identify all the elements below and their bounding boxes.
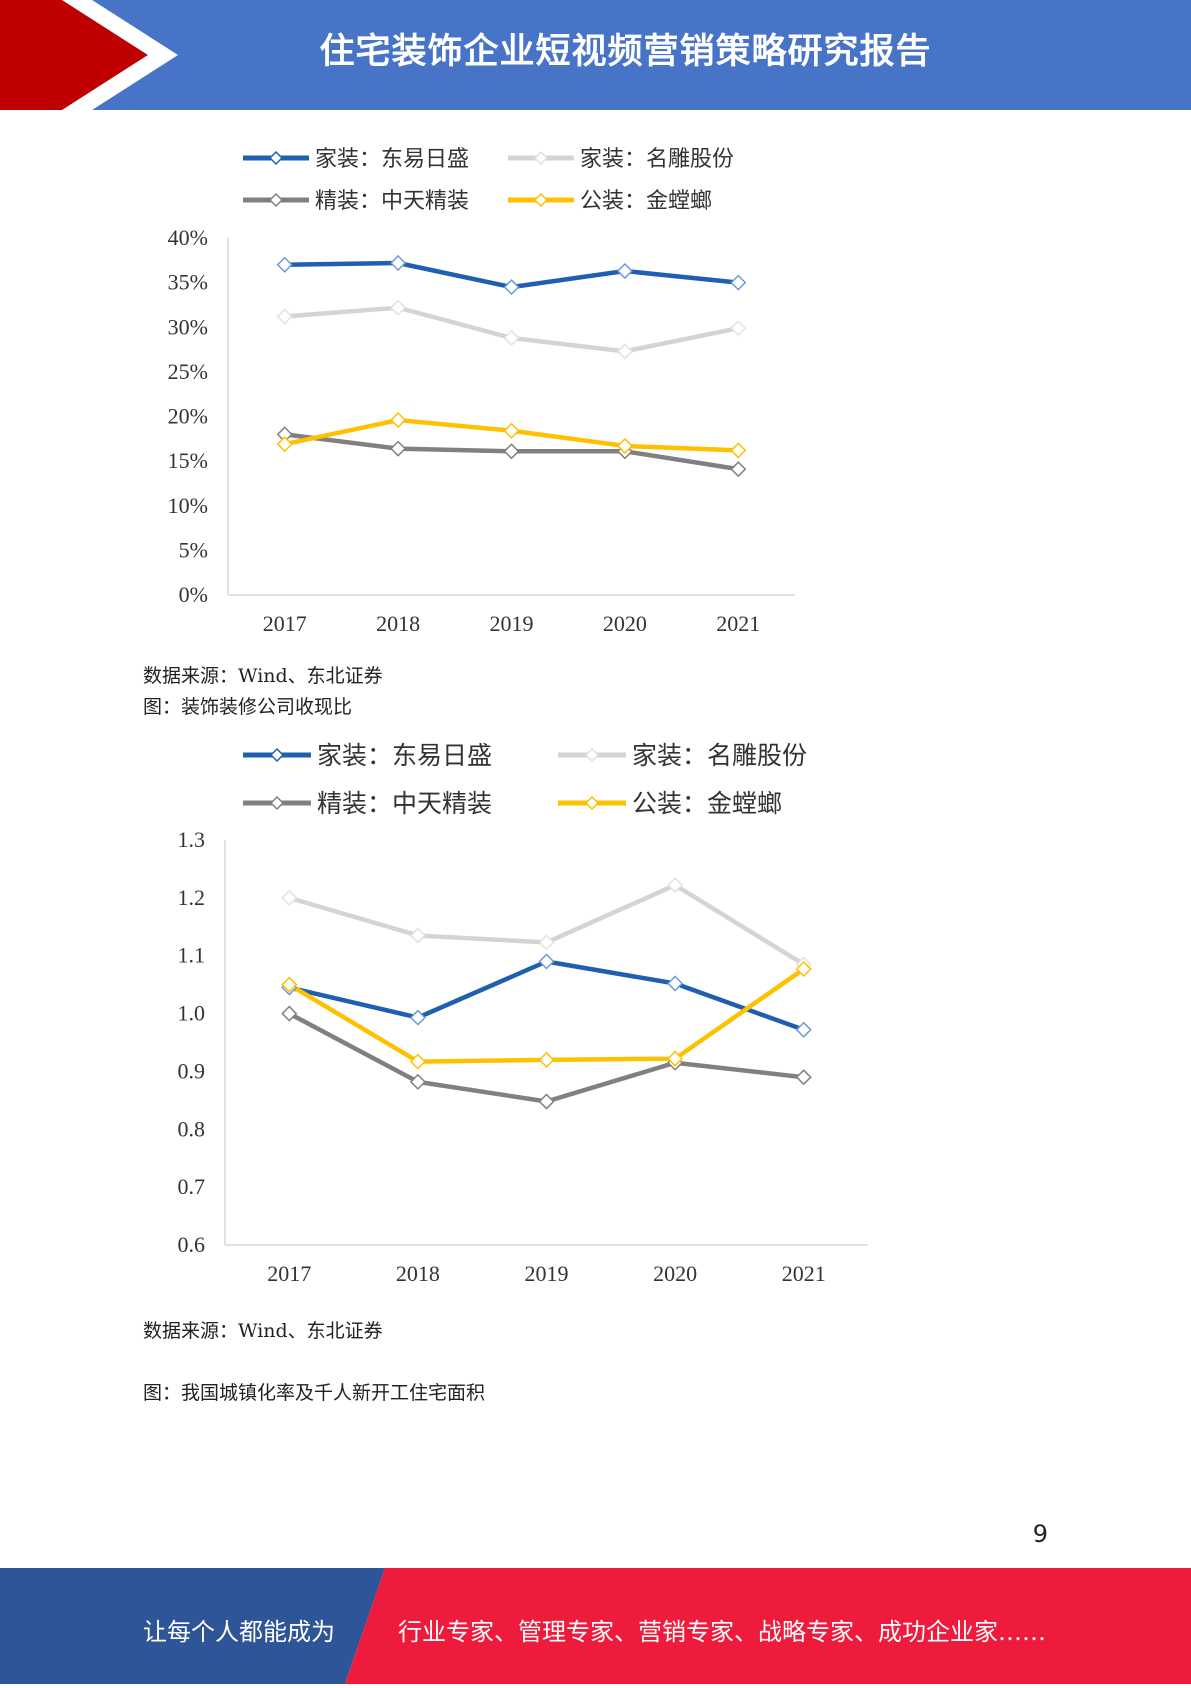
chart-1-source: 数据来源：Wind、东北证券 [143, 665, 383, 687]
chart-1-y-tick-label: 30% [168, 314, 208, 339]
footer-background [0, 1568, 1191, 1684]
chart-2-legend-label-1: 家装：东易日盛 [317, 741, 492, 770]
chart-1-series-4-point [503, 422, 520, 439]
chart-2-series-line-4 [288, 967, 805, 1064]
chart-2-x-tick-label: 2017 [267, 1261, 311, 1286]
chart-1-y-tick-label: 40% [168, 225, 208, 250]
chart-2-legend-label-4: 公装：金螳螂 [632, 789, 782, 818]
chart-2-series-1-point [409, 1009, 426, 1026]
page-number: 9 [1032, 1520, 1048, 1548]
chart-1-y-tick-label: 5% [179, 537, 208, 562]
chart-1-y-tick-label: 15% [168, 448, 208, 473]
chart-2-series-3-point [281, 1005, 298, 1022]
chart-2-series-4-point [667, 1050, 684, 1067]
chart-1: 家装：东易日盛 家装：名雕股份精装：中天精装 公装：金螳螂 40% 35% 30% 25% 2… [0, 130, 1191, 650]
chart-2-title: 图：装饰装修公司收现比 [143, 696, 353, 718]
chart-2-series-3-point [538, 1093, 555, 1110]
chart-2-legend-item-1: 家装：东易日盛 [243, 741, 492, 770]
chart-2-y-tick-label: 1.3 [178, 827, 206, 852]
chart-1-series-1-point [730, 274, 747, 291]
chart-1-y-tick-label: 25% [168, 359, 208, 384]
chart-1-x-tick-label: 2020 [603, 611, 647, 636]
chart-2-legend-label-2: 家装：名雕股份 [632, 741, 807, 770]
chart-1-series-1-point [616, 262, 633, 280]
chart-1-y-tick-label: 10% [168, 493, 208, 518]
chart-2-y-tick-label: 1.2 [178, 885, 206, 910]
chart-2-y-tick-label: 0.9 [178, 1058, 206, 1083]
chart-2-series-1-point [667, 975, 684, 992]
chart-1-series-3-point [730, 461, 747, 478]
chart-2-series-3-point [409, 1073, 426, 1090]
chart-1-legend-item-1: 家装：东易日盛 [243, 147, 469, 172]
chart-1-y-tick-label: 35% [168, 270, 208, 295]
chart-1-legend-label-1: 家装：东易日盛 [315, 147, 469, 172]
chart-1-x-tick-label: 2019 [490, 611, 534, 636]
chart-2-x-tick-label: 2018 [396, 1261, 440, 1286]
chart-2-y-tick-label: 0.7 [178, 1174, 206, 1199]
chart-2-series-4-point [795, 960, 812, 978]
chart-2-series-2-point [281, 889, 298, 906]
chart-1-series-2-point [730, 320, 747, 337]
next-figure-title: 图：我国城镇化率及千人新开工住宅面积 [143, 1382, 486, 1404]
chart-1-series-2-point [276, 308, 293, 325]
chart-2-series-3-point [795, 1069, 812, 1086]
chart-2-series-2-point [667, 877, 684, 894]
chart-2-series-1-point [795, 1021, 812, 1038]
chart-1-legend-label-4: 公装：金螳螂 [580, 189, 712, 214]
chart-2-series-4-point [409, 1053, 426, 1070]
chart-1-legend-label-2: 家装：名雕股份 [580, 147, 734, 172]
chart-2-x-tick-label: 2020 [653, 1261, 697, 1286]
footer-slogan-right: 行业专家、管理专家、营销专家、战略专家、成功企业家…… [398, 1618, 1046, 1646]
chart-2-y-tick-label: 1.1 [178, 943, 206, 968]
chart-2-y-tick-label: 0.8 [178, 1116, 206, 1141]
chart-1-x-tick-label: 2021 [716, 611, 760, 636]
chart-2-legend-label-3: 精装：中天精装 [317, 789, 492, 818]
chart-1-series-3-point [503, 443, 520, 460]
page-header: 住宅装饰企业短视频营销策略研究报告 [0, 0, 1191, 110]
chart-2-x-tick-label: 2019 [525, 1261, 569, 1286]
chart-1-x-tick-label: 2018 [376, 611, 420, 636]
chart-1-y-tick-label: 0% [179, 582, 208, 607]
page-footer [0, 1568, 1191, 1684]
header-arrow-decoration [0, 0, 178, 110]
chart-2-series-1-point [538, 953, 555, 970]
chart-1-legend-label-3: 精装：中天精装 [315, 189, 469, 214]
chart-1-x-tick-label: 2017 [263, 611, 307, 636]
chart-1-series-4-point [276, 436, 293, 453]
header-title: 住宅装饰企业短视频营销策略研究报告 [319, 32, 932, 72]
chart-1-series-1-point [503, 279, 520, 296]
chart-2-x-tick-label: 2021 [782, 1261, 826, 1286]
chart-2-series-line-1 [288, 959, 805, 1032]
footer-slogan-left: 让每个人都能成为 [143, 1618, 335, 1646]
chart-2-series-line-2 [288, 882, 805, 967]
chart-2-series-2-point [409, 927, 426, 944]
chart-2-series-4-point [281, 976, 298, 993]
chart-1-series-4-point [390, 412, 407, 429]
chart-2-legend-item-3: 精装：中天精装 [243, 789, 492, 818]
chart-1-series-3-point [390, 440, 407, 457]
chart-2-y-tick-label: 0.6 [178, 1232, 206, 1257]
chart-2: 家装：东易日盛 家装：名雕股份精装：中天精装 公装：金螳螂 1.3 1.2 1.1 1.0 0… [0, 725, 1191, 1305]
chart-1-legend-item-2: 家装：名雕股份 [508, 147, 734, 172]
chart-2-y-tick-label: 1.0 [178, 1001, 206, 1026]
chart-1-series-2-point [503, 329, 520, 347]
chart-1-series-1-point [390, 254, 407, 272]
chart-2-series-4-point [538, 1051, 555, 1068]
chart-2-legend-item-4: 公装：金螳螂 [558, 789, 782, 818]
chart-2-series-2-point [538, 934, 555, 951]
chart-2-source: 数据来源：Wind、东北证券 [143, 1320, 383, 1342]
chart-1-series-2-point [390, 299, 407, 316]
chart-1-series-2-point [616, 343, 633, 360]
chart-1-series-4-point [730, 442, 747, 459]
chart-1-legend-item-3: 精装：中天精装 [243, 189, 469, 214]
chart-1-legend-item-4: 公装：金螳螂 [508, 189, 712, 214]
chart-1-series-1-point [276, 256, 293, 273]
chart-1-y-tick-label: 20% [168, 404, 208, 429]
chart-2-legend-item-2: 家装：名雕股份 [558, 741, 807, 770]
chart-1-series-4-point [616, 437, 633, 455]
